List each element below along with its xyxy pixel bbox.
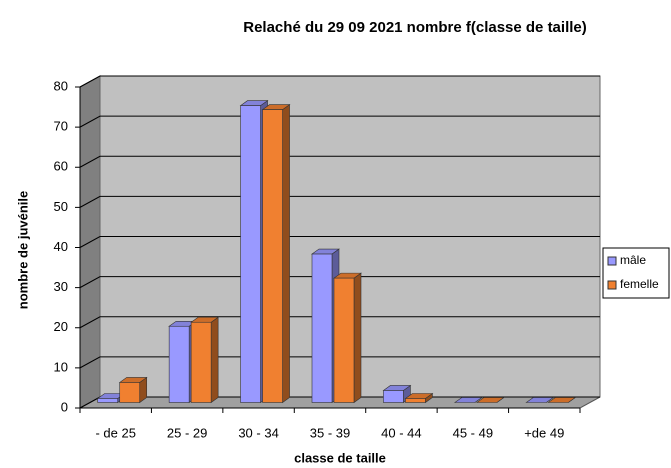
- y-tick-label: 30: [54, 279, 68, 294]
- bar: [118, 376, 148, 404]
- legend-swatch: [607, 280, 617, 290]
- bar-side: [353, 272, 362, 404]
- grid-line: [79, 195, 600, 208]
- bar-front: [119, 382, 141, 403]
- bar: [525, 397, 555, 403]
- bar-top: [453, 397, 483, 403]
- grid-line: [79, 276, 600, 289]
- y-tick-label: 60: [54, 159, 68, 174]
- bar-top: [475, 397, 505, 403]
- bar-front: [262, 109, 283, 403]
- grid-line: [79, 316, 600, 329]
- bar-front: [168, 325, 190, 403]
- x-tick-label: +de 49: [524, 425, 564, 440]
- bar: [475, 397, 505, 403]
- bar-front: [311, 253, 333, 403]
- bar: [190, 316, 220, 404]
- y-tick-label: 20: [54, 319, 68, 334]
- y-tick-label: 70: [54, 119, 68, 134]
- chart-title: Relaché du 29 09 2021 nombre f(classe de…: [243, 19, 587, 36]
- legend-label: femelle: [620, 277, 659, 291]
- bar: [382, 384, 412, 404]
- bar-side: [282, 104, 290, 404]
- y-tick-label: 40: [54, 239, 68, 254]
- x-axis-label: classe de taille: [294, 450, 386, 465]
- y-tick-label: 50: [54, 199, 68, 214]
- y-tick-label: 0: [61, 399, 68, 414]
- grid-line: [79, 356, 600, 369]
- bar-top: [525, 397, 555, 403]
- bar-side: [210, 316, 219, 404]
- bar-front: [383, 390, 404, 403]
- bar-front: [190, 321, 212, 403]
- y-tick-label: 10: [54, 359, 68, 374]
- x-tick-label: 35 - 39: [310, 425, 350, 440]
- bar: [261, 104, 291, 404]
- x-tick-label: 25 - 29: [167, 425, 207, 440]
- bar-front: [333, 277, 355, 403]
- bar-front: [240, 105, 261, 403]
- legend-label: mâle: [620, 253, 646, 267]
- bar: [333, 272, 362, 404]
- legend-swatch: [607, 256, 617, 266]
- grid-line: [79, 236, 600, 248]
- y-tick-label: 80: [54, 78, 68, 93]
- x-tick-label: - de 25: [95, 425, 135, 440]
- bar-front: [97, 398, 119, 403]
- bar: [453, 397, 483, 403]
- bar-top: [547, 397, 577, 403]
- grid-line: [79, 115, 600, 128]
- grid-line: [79, 155, 600, 168]
- legend-box: [602, 247, 670, 299]
- x-tick-label: 45 - 49: [453, 425, 493, 440]
- x-tick-label: 30 - 34: [238, 425, 278, 440]
- y-axis-label: nombre de juvénile: [15, 191, 30, 309]
- x-tick-label: 40 - 44: [381, 425, 421, 440]
- bar-front: [405, 398, 426, 403]
- bar: [404, 392, 434, 404]
- bar: [547, 397, 577, 403]
- grid-line: [79, 75, 600, 88]
